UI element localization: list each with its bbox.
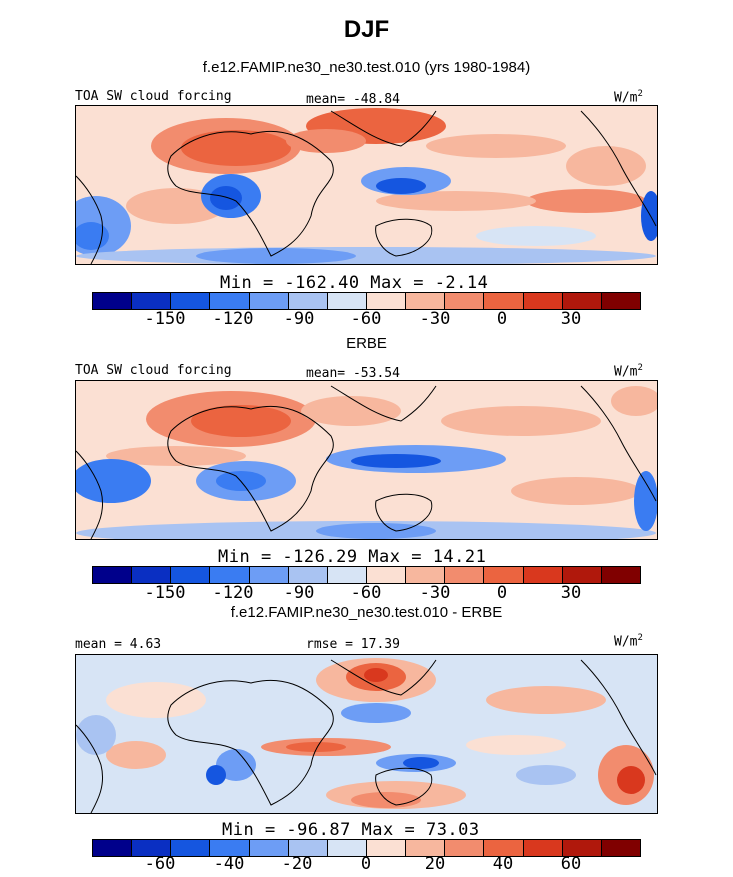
colorbar-swatch [93,567,133,583]
colorbar-tick-label: -150 [144,309,186,329]
colorbar-swatch [132,567,172,583]
panel-model-subtitle: f.e12.FAMIP.ne30_ne30.test.010 (yrs 1980… [202,59,531,76]
colorbar-tick-label: -90 [283,309,315,329]
panel-diff-unit-label: W/m2 [614,633,643,650]
colorbar-swatch [445,567,485,583]
colorbar-swatch [288,293,328,309]
colorbar-swatch [601,293,640,309]
colorbar-swatch [523,567,563,583]
colorbar-swatch [601,567,640,583]
panel-obs-colorbar [92,566,641,584]
colorbar-swatch [249,293,289,309]
colorbar-tick-label: 0 [360,854,372,874]
colorbar-swatch [562,567,602,583]
panel-obs-map [75,380,658,540]
colorbar-swatch [366,567,407,583]
colorbar-swatch [132,293,172,309]
panel-diff-subtitle: f.e12.FAMIP.ne30_ne30.test.010 - ERBE [230,604,503,621]
colorbar-tick-label: 0 [496,309,508,329]
colorbar-swatch [366,293,407,309]
colorbar-swatch [601,840,640,856]
colorbar-swatch [484,567,524,583]
colorbar-tick-label: -40 [213,854,245,874]
panel-model-mean-label: mean= -48.84 [306,92,400,107]
colorbar-swatch [288,840,328,856]
colorbar-tick-label: 60 [560,854,582,874]
colorbar-tick-label: 30 [560,583,582,603]
colorbar-swatch [93,840,133,856]
panel-obs-subtitle: ERBE [346,335,387,352]
colorbar-tick-label: -30 [419,583,451,603]
colorbar-swatch [249,840,289,856]
colorbar-swatch [366,840,407,856]
colorbar-tick-label: -120 [212,583,254,603]
colorbar-swatch [445,293,485,309]
colorbar-swatch [327,567,367,583]
colorbar-swatch [562,840,602,856]
colorbar-tick-label: -30 [419,309,451,329]
panel-model-map [75,105,658,265]
colorbar-swatch [288,567,328,583]
colorbar-swatch [210,567,250,583]
panel-obs-mean-label: mean= -53.54 [306,366,400,381]
colorbar-swatch [327,293,367,309]
panel-model-minmax: Min = -162.40 Max = -2.14 [220,273,489,293]
panel-diff-colorbar [92,839,641,857]
panel-model-field [76,106,657,264]
figure-title: DJF [343,16,390,43]
panel-diff-rmse-label: rmse = 17.39 [306,637,400,652]
colorbar-tick-label: -60 [144,854,176,874]
colorbar-swatch [406,293,446,309]
panel-obs-variable-label: TOA SW cloud forcing [75,363,232,378]
panel-model-variable-label: TOA SW cloud forcing [75,89,232,104]
colorbar-tick-label: 20 [424,854,446,874]
colorbar-swatch [93,293,133,309]
colorbar-tick-label: -90 [283,583,315,603]
colorbar-swatch [171,293,211,309]
colorbar-swatch [406,840,446,856]
panel-diff-mean-label: mean = 4.63 [75,637,162,652]
colorbar-swatch [406,567,446,583]
colorbar-swatch [249,567,289,583]
colorbar-swatch [484,293,524,309]
colorbar-tick-label: -60 [350,583,382,603]
panel-model-unit-label: W/m2 [614,89,643,106]
colorbar-swatch [132,840,172,856]
colorbar-swatch [523,293,563,309]
panel-obs-field [76,381,657,539]
colorbar-swatch [171,567,211,583]
colorbar-tick-label: -150 [144,583,186,603]
colorbar-swatch [327,840,367,856]
panel-model-colorbar [92,292,641,310]
colorbar-swatch [523,840,563,856]
colorbar-tick-label: 0 [496,583,508,603]
panel-obs-minmax: Min = -126.29 Max = 14.21 [218,547,487,567]
panel-diff-field [76,655,657,813]
colorbar-swatch [210,840,250,856]
colorbar-swatch [445,840,485,856]
colorbar-tick-label: -20 [281,854,313,874]
colorbar-tick-label: -120 [212,309,254,329]
panel-diff-map [75,654,658,814]
colorbar-swatch [562,293,602,309]
colorbar-tick-label: 40 [492,854,514,874]
panel-diff-minmax: Min = -96.87 Max = 73.03 [222,820,480,840]
colorbar-swatch [484,840,524,856]
colorbar-swatch [210,293,250,309]
panel-obs-unit-label: W/m2 [614,363,643,380]
colorbar-tick-label: -60 [350,309,382,329]
colorbar-swatch [171,840,211,856]
colorbar-tick-label: 30 [560,309,582,329]
